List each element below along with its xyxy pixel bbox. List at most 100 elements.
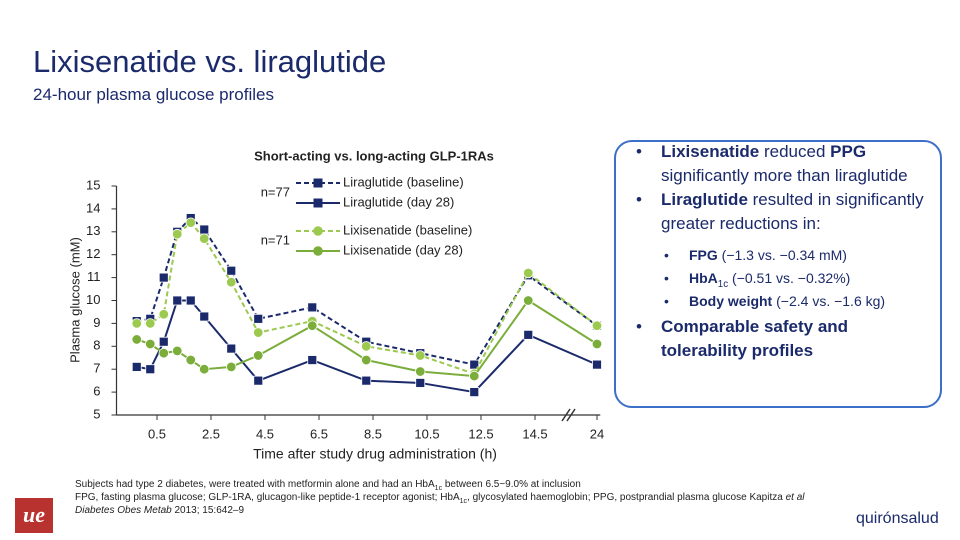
slide-subtitle: 24-hour plasma glucose profiles <box>33 85 274 104</box>
point-marker <box>131 334 142 345</box>
y-tick-label: 9 <box>93 315 100 330</box>
point-marker <box>172 295 183 306</box>
point-marker <box>199 233 210 244</box>
y-tick-label: 7 <box>93 361 100 376</box>
point-marker <box>591 320 603 331</box>
point-marker <box>415 350 426 361</box>
point-marker <box>131 362 142 372</box>
legend-group-label: n=71 <box>261 232 290 247</box>
point-marker <box>253 313 264 324</box>
sub-bullet: FPG (−1.3 vs. −0.34 mM) <box>636 244 936 267</box>
point-marker <box>253 327 264 338</box>
y-axis-label: Plasma glucose (mM) <box>67 237 82 363</box>
legend-marker <box>313 198 323 208</box>
legend-label: Lixisenatide (baseline) <box>343 222 472 237</box>
point-marker <box>185 354 196 366</box>
point-marker <box>591 338 603 350</box>
y-tick-label: 11 <box>87 269 101 284</box>
point-marker <box>361 375 372 386</box>
series <box>131 295 602 398</box>
point-marker <box>523 267 534 279</box>
point-marker <box>523 295 534 306</box>
point-marker <box>158 347 169 359</box>
chart: Short-acting vs. long-acting GLP-1RAs Tim… <box>67 148 604 462</box>
x-tick-label: 12.5 <box>468 426 493 441</box>
y-tick-label: 12 <box>86 246 100 261</box>
point-marker <box>469 370 480 382</box>
series-line <box>136 216 598 366</box>
text-run: FPG, fasting plasma glucose; GLP-1RA, gl… <box>75 492 460 503</box>
footnote: Subjects had type 2 diabetes, were treat… <box>75 478 815 517</box>
text-run: Subjects had type 2 diabetes, were treat… <box>75 479 435 490</box>
text-run: Comparable safety and tolerability profi… <box>661 317 849 360</box>
legend-label: Lixisenatide (day 28) <box>343 242 463 257</box>
legend-marker <box>313 178 323 188</box>
y-tick-label: 8 <box>93 338 100 353</box>
text-run: Lixisenatide <box>661 142 760 161</box>
point-marker <box>199 364 210 375</box>
summary-bullets: Lixisenatide reduced PPG significantly m… <box>636 140 936 363</box>
point-marker <box>361 354 372 366</box>
point-marker <box>199 224 210 235</box>
chart-title: Short-acting vs. long-acting GLP-1RAs <box>254 148 494 163</box>
logo-right: quirónsalud <box>856 510 939 527</box>
point-marker <box>253 350 264 361</box>
text-run: HbA <box>689 270 718 286</box>
x-tick-label: 10.5 <box>414 426 439 441</box>
point-marker <box>307 302 318 313</box>
x-tick-label: 2.5 <box>202 426 220 441</box>
legend-marker <box>313 226 323 236</box>
text-run: (−2.4 vs. −1.6 kg) <box>772 293 886 309</box>
point-marker <box>523 329 534 340</box>
y-tick-label: 6 <box>93 384 100 399</box>
text-run: 1c <box>434 485 443 492</box>
y-tick-label: 14 <box>86 200 100 215</box>
text-run: FPG <box>689 247 718 263</box>
bullet: Comparable safety and tolerability profi… <box>636 315 936 363</box>
text-run: significantly more than liraglutide <box>661 166 908 185</box>
slide-title: Lixisenatide vs. liraglutide <box>33 44 387 79</box>
x-tick-label: 6.5 <box>310 426 328 441</box>
y-tick-label: 13 <box>86 223 100 238</box>
bullet: Liraglutide resulted in significantly gr… <box>636 188 936 236</box>
sub-bullet: Body weight (−2.4 vs. −1.6 kg) <box>636 290 936 313</box>
text-run: Liraglutide <box>661 190 748 209</box>
point-marker <box>145 338 156 350</box>
point-marker <box>185 217 196 228</box>
bullet: Lixisenatide reduced PPG significantly m… <box>636 140 936 188</box>
text-run: 1c <box>459 498 468 505</box>
point-marker <box>361 341 372 352</box>
point-marker <box>226 276 237 288</box>
point-marker <box>415 366 426 377</box>
text-run: reduced <box>759 142 831 161</box>
footnote-line: FPG, fasting plasma glucose; GLP-1RA, gl… <box>75 491 815 517</box>
x-axis-label: Time after study drug administration (h) <box>253 446 497 462</box>
sub-bullet: HbA1c (−0.51 vs. −0.32%) <box>636 267 936 290</box>
footnote-line: Subjects had type 2 diabetes, were treat… <box>75 478 815 492</box>
point-marker <box>199 311 210 322</box>
point-marker <box>131 318 142 329</box>
legend-group-label: n=77 <box>261 184 290 199</box>
x-tick-label: 14.5 <box>522 426 547 441</box>
point-marker <box>226 343 237 354</box>
point-marker <box>253 375 264 386</box>
text-run: between 6.5−9.0% at inclusion <box>442 479 581 490</box>
text-run: resulted in significantly greater reduct… <box>661 190 924 233</box>
x-tick-label: 0.5 <box>148 426 166 441</box>
logo-left: ue <box>15 498 53 533</box>
point-marker <box>185 295 196 306</box>
legend-label: Liraglutide (baseline) <box>343 174 464 189</box>
point-marker <box>226 361 237 373</box>
point-marker <box>226 265 237 276</box>
point-marker <box>158 309 169 320</box>
legend-label: Liraglutide (day 28) <box>343 194 454 209</box>
point-marker <box>415 378 426 388</box>
text-run: 1c <box>717 278 729 290</box>
text-run: (−0.51 vs. −0.32%) <box>728 270 851 286</box>
text-run: 2013; 15:642–9 <box>171 505 245 516</box>
x-tick-label: 4.5 <box>256 426 274 441</box>
y-tick-label: 10 <box>86 292 100 307</box>
y-tick-label: 5 <box>93 406 100 421</box>
point-marker <box>469 387 480 398</box>
